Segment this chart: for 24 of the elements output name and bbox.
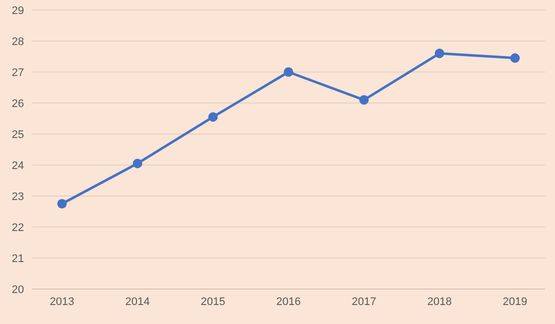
point bbox=[284, 67, 294, 77]
point bbox=[359, 95, 369, 105]
point bbox=[434, 48, 444, 58]
point bbox=[208, 112, 218, 122]
x-tick-label: 2019 bbox=[502, 296, 528, 308]
y-tick-label: 29 bbox=[12, 4, 24, 17]
x-tick-label: 2014 bbox=[125, 296, 150, 308]
y-tick-label: 21 bbox=[12, 252, 24, 265]
y-tick-label: 27 bbox=[12, 66, 24, 79]
y-tick-label: 28 bbox=[12, 36, 24, 48]
point bbox=[132, 158, 142, 168]
x-tick-label: 2017 bbox=[352, 296, 376, 308]
y-tick-label: 24 bbox=[12, 160, 24, 172]
y-tick-label: 26 bbox=[12, 98, 24, 110]
y-tick-label: 23 bbox=[12, 190, 24, 203]
point bbox=[510, 53, 520, 63]
y-tick-label: 25 bbox=[12, 128, 24, 141]
y-tick-label: 22 bbox=[12, 222, 24, 234]
x-tick-label: 2018 bbox=[427, 296, 452, 308]
point bbox=[57, 199, 67, 208]
y-tick-label: 20 bbox=[12, 284, 24, 296]
x-tick-label: 2013 bbox=[50, 296, 74, 308]
x-tick-label: 2016 bbox=[276, 296, 301, 308]
x-tick-label: 2015 bbox=[200, 296, 226, 308]
